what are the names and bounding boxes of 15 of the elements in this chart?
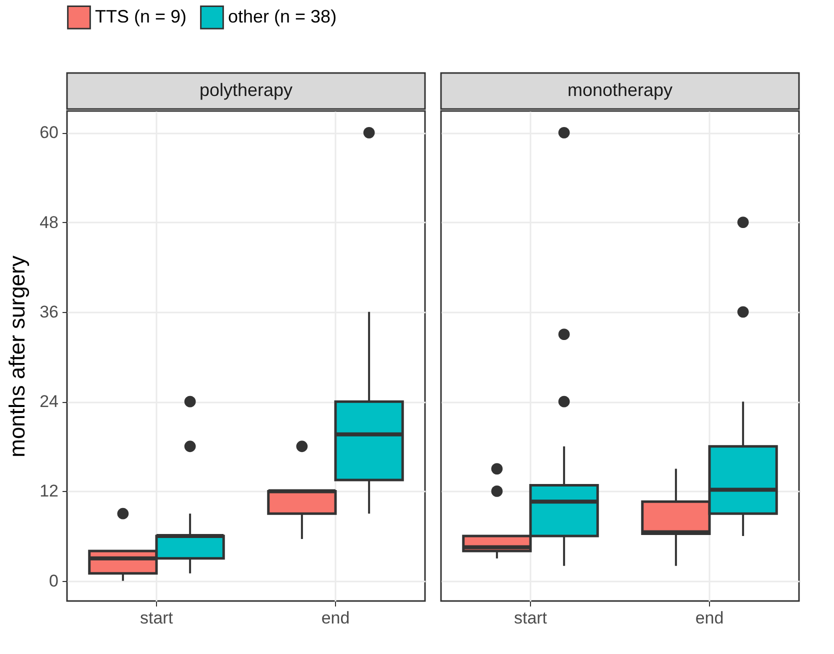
y-tick-label: 24 bbox=[40, 392, 58, 412]
x-tick-label: end bbox=[695, 608, 724, 628]
chart-title: polytherapy bbox=[199, 80, 293, 100]
legend-label: TTS (n = 9) bbox=[95, 6, 187, 26]
y-tick-label: 12 bbox=[40, 482, 58, 501]
x-tick-label: end bbox=[321, 608, 350, 628]
x-tick-label: start bbox=[140, 608, 174, 628]
y-tick-label: 36 bbox=[40, 302, 58, 322]
y-tick-label: 60 bbox=[40, 123, 58, 142]
y-axis-title: months after surgery bbox=[4, 256, 30, 458]
y-tick-label: 0 bbox=[49, 571, 58, 590]
chart-title: monotherapy bbox=[567, 80, 673, 100]
x-tick-label: start bbox=[514, 608, 548, 628]
y-tick-label: 48 bbox=[40, 212, 58, 232]
legend-label: other (n = 38) bbox=[228, 6, 337, 26]
